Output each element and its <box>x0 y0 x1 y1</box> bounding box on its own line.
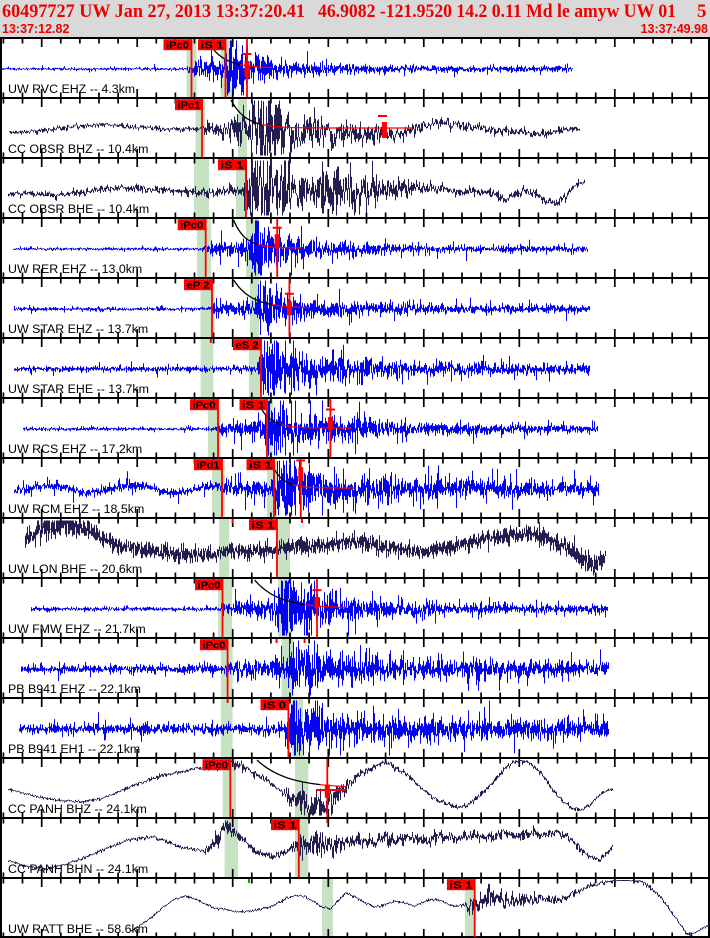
svg-text:eP 2: eP 2 <box>187 279 210 291</box>
svg-text:13:37:12.82: 13:37:12.82 <box>2 22 69 36</box>
svg-text:46.9082 -121.9520 14.2 0.11 Md: 46.9082 -121.9520 14.2 0.11 Md le amyw U… <box>318 1 676 22</box>
svg-text:UW STAR EHE -- 13.7km: UW STAR EHE -- 13.7km <box>8 382 149 396</box>
svg-text:UW RCM EHZ -- 18.5km: UW RCM EHZ -- 18.5km <box>8 502 144 516</box>
svg-text:iS 1: iS 1 <box>449 879 472 891</box>
svg-text:iS 1: iS 1 <box>221 159 244 171</box>
svg-text:UW RVC EHZ -- 4.3km: UW RVC EHZ -- 4.3km <box>8 82 135 96</box>
svg-text:iPc0: iPc0 <box>205 759 228 771</box>
svg-text:iPc0: iPc0 <box>166 39 189 51</box>
svg-text:iS 1: iS 1 <box>201 39 224 51</box>
svg-text:iPd1: iPd1 <box>197 459 220 471</box>
svg-text:iS 1: iS 1 <box>242 399 265 411</box>
svg-text:iPc0: iPc0 <box>198 579 221 591</box>
svg-text:iPc0: iPc0 <box>180 219 203 231</box>
svg-text:UW RCS EHZ -- 17.2km: UW RCS EHZ -- 17.2km <box>8 442 142 456</box>
svg-text:iPc0: iPc0 <box>193 399 216 411</box>
svg-text:CC OBSR BHE -- 10.4km: CC OBSR BHE -- 10.4km <box>8 202 149 216</box>
svg-text:13:37:49.98: 13:37:49.98 <box>641 22 708 36</box>
svg-text:CC OBSR BHZ -- 10.4km: CC OBSR BHZ -- 10.4km <box>8 142 148 156</box>
svg-text:CC PANH BHZ -- 24.1km: CC PANH BHZ -- 24.1km <box>8 802 147 816</box>
svg-text:iS 0: iS 0 <box>263 699 286 711</box>
svg-text:iS 1: iS 1 <box>249 459 272 471</box>
svg-text:iS 1: iS 1 <box>274 819 297 831</box>
svg-text:UW RATT BHE -- 58.6km: UW RATT BHE -- 58.6km <box>8 922 148 936</box>
svg-text:iS 1: iS 1 <box>252 519 275 531</box>
svg-text:UW STAR EHZ -- 13.7km: UW STAR EHZ -- 13.7km <box>8 322 148 336</box>
svg-text:UW RER EHZ -- 13.0km: UW RER EHZ -- 13.0km <box>8 262 142 276</box>
svg-text:iPc1: iPc1 <box>178 99 201 111</box>
svg-text:60497727 UW Jan 27, 2013 13:37: 60497727 UW Jan 27, 2013 13:37:20.41 <box>2 1 305 22</box>
svg-text:UW FMW EHZ -- 21.7km: UW FMW EHZ -- 21.7km <box>8 622 146 636</box>
svg-text:iPc0: iPc0 <box>203 639 226 651</box>
svg-text:UW LON BHE -- 20.6km: UW LON BHE -- 20.6km <box>8 562 142 576</box>
svg-text:PB B941 EH1 -- 22.1km: PB B941 EH1 -- 22.1km <box>8 742 140 756</box>
svg-text:eS 2: eS 2 <box>236 339 259 351</box>
svg-text:5: 5 <box>697 1 707 22</box>
svg-text:PB B941 EHZ -- 22.1km: PB B941 EHZ -- 22.1km <box>8 682 141 696</box>
svg-text:CC PANH BHN -- 24.1km: CC PANH BHN -- 24.1km <box>8 862 148 876</box>
